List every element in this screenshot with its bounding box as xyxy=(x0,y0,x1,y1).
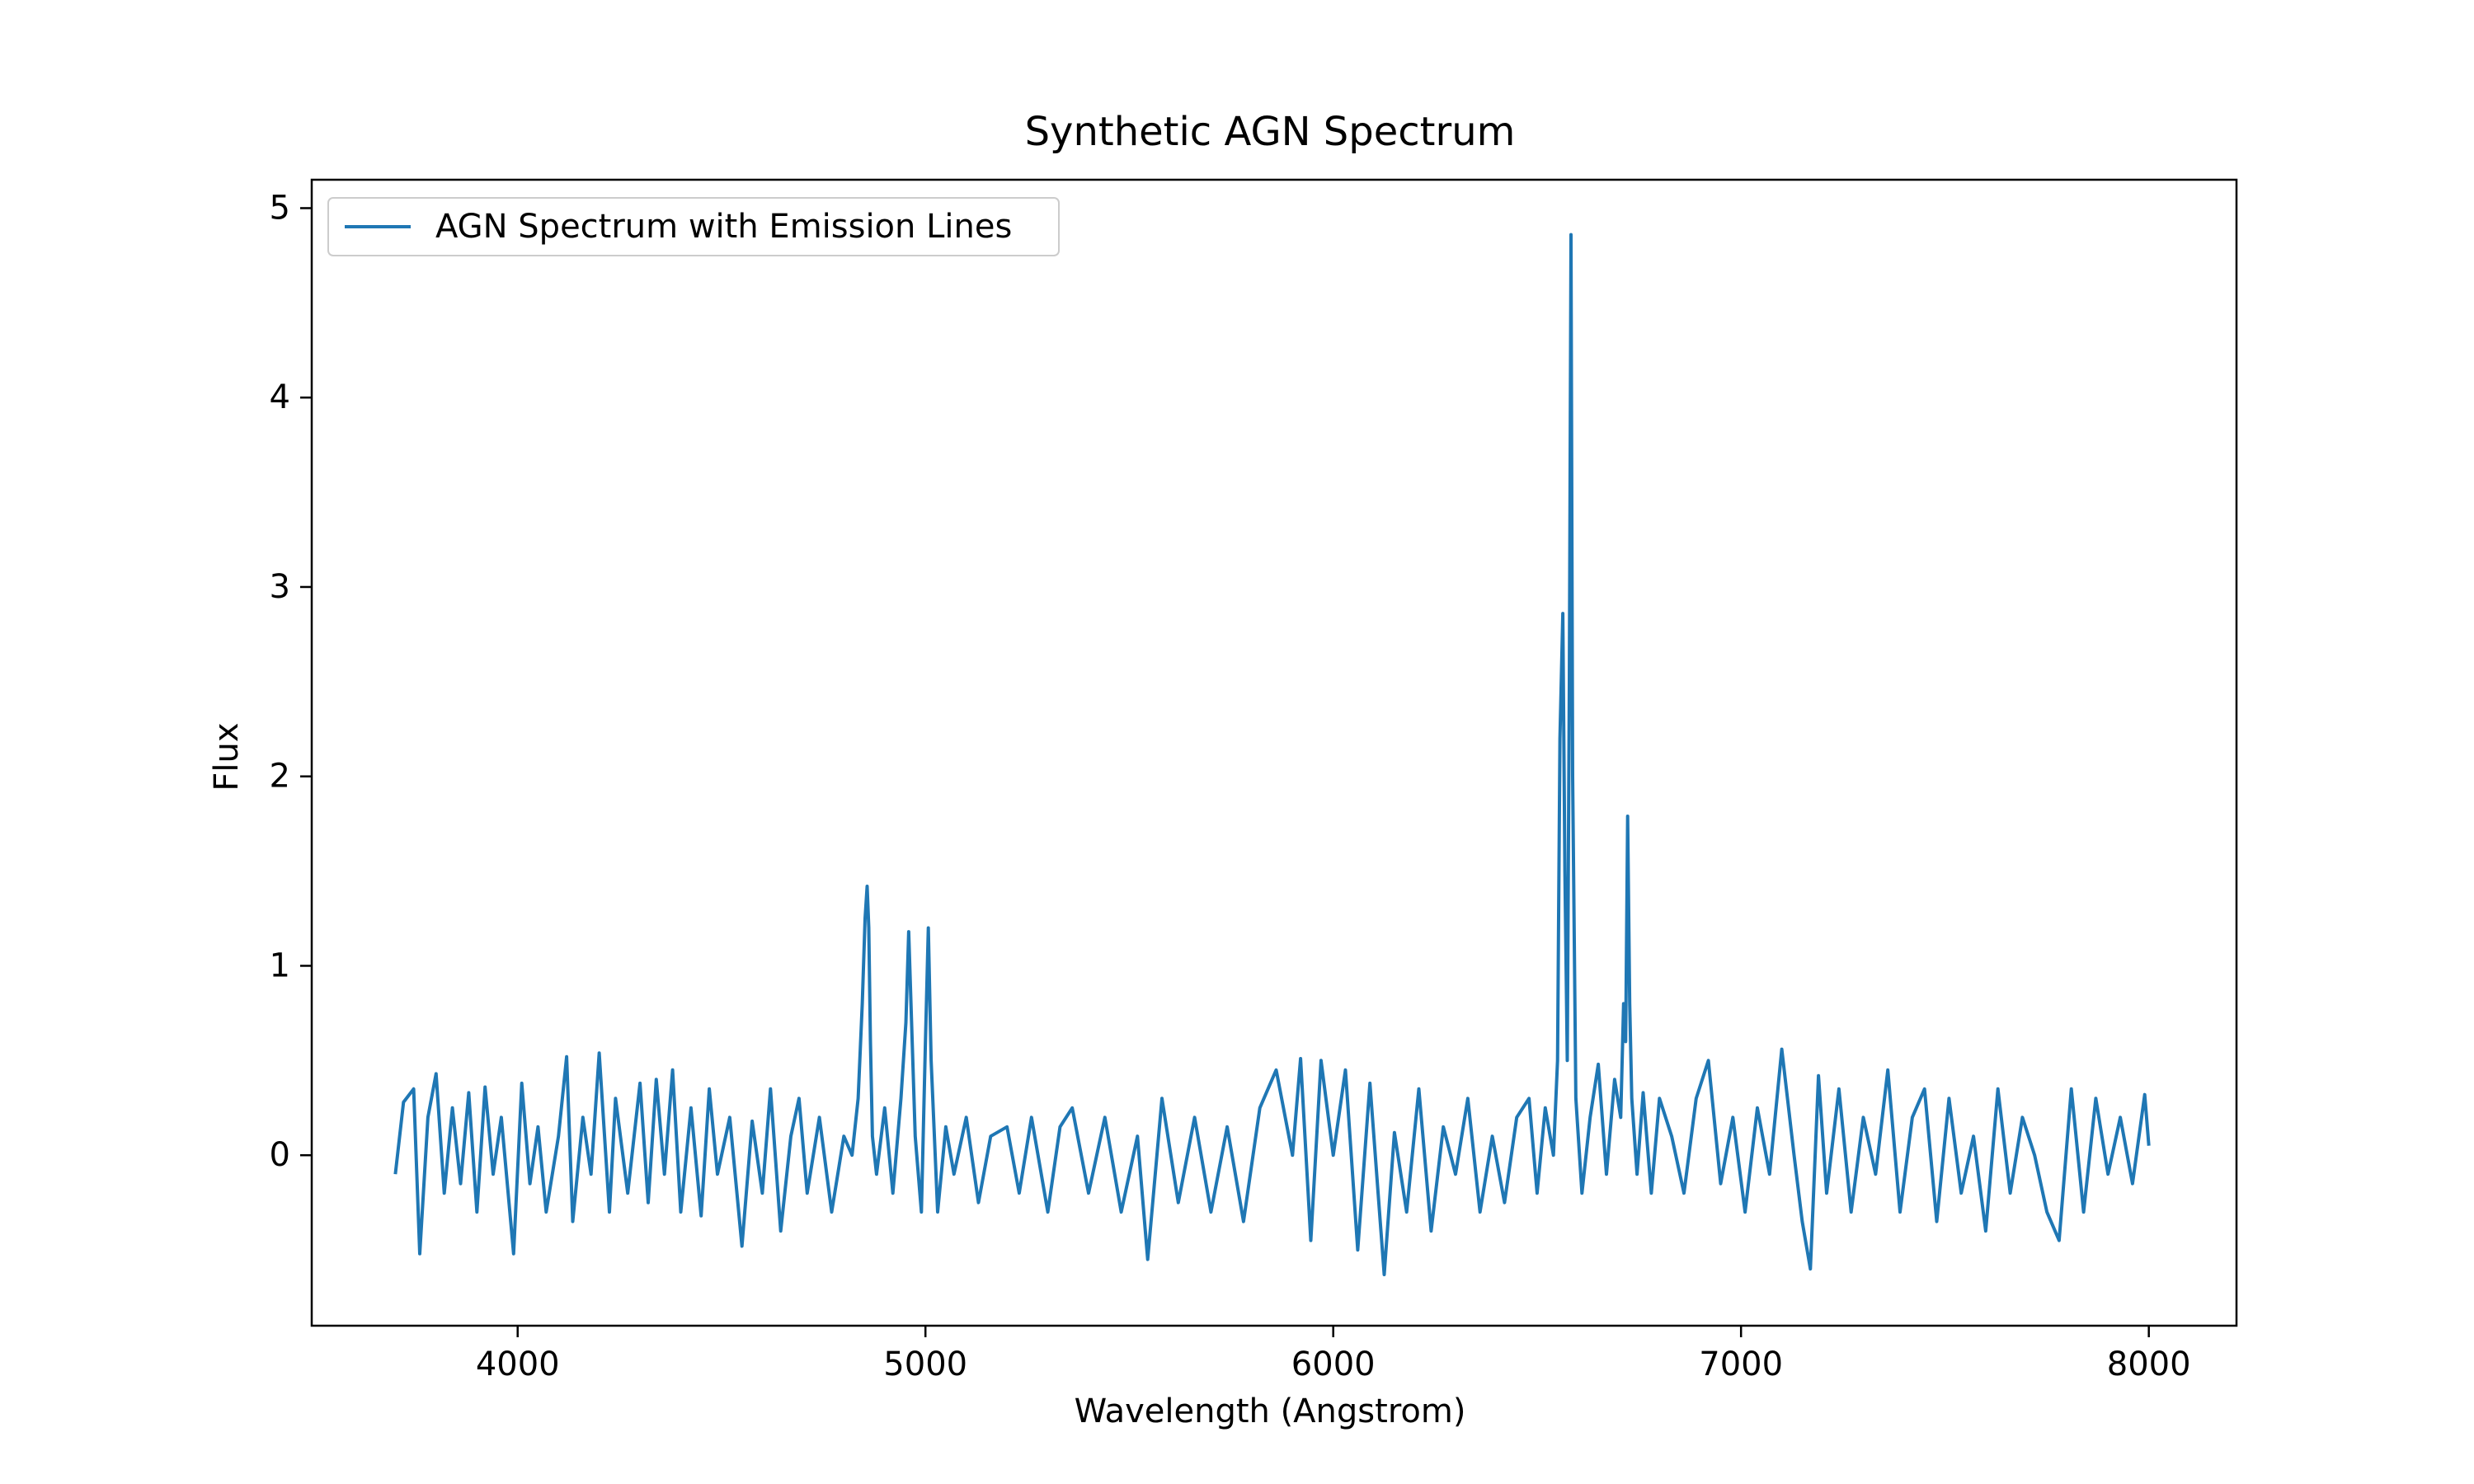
y-tick-label: 0 xyxy=(270,1136,290,1174)
x-tick-label: 5000 xyxy=(883,1345,967,1383)
y-tick-label: 1 xyxy=(270,946,290,984)
legend-entry-label: AGN Spectrum with Emission Lines xyxy=(435,208,1012,246)
y-tick-label: 2 xyxy=(270,758,290,796)
y-tick-label: 5 xyxy=(270,189,290,227)
legend-box xyxy=(327,197,1060,256)
axes-group xyxy=(310,178,2238,1327)
plot-frame xyxy=(310,178,2238,1327)
x-axis-label: Wavelength (Angstrom) xyxy=(1075,1392,1466,1430)
x-tick-label: 7000 xyxy=(1699,1345,1783,1383)
series-line-0 xyxy=(393,232,2151,1276)
x-tick-label: 4000 xyxy=(476,1345,560,1383)
ticks-group: 4000 5000 6000 7000 8000 0 1 2 3 4 5 xyxy=(270,189,2191,1383)
x-tick-label: 8000 xyxy=(2107,1345,2191,1383)
y-tick-label: 3 xyxy=(270,568,290,606)
legend: AGN Spectrum with Emission Lines xyxy=(327,197,1060,256)
y-tick-label: 4 xyxy=(270,378,290,416)
chart-title: Synthetic AGN Spectrum xyxy=(1025,109,1516,155)
y-axis-label: Flux xyxy=(208,722,246,791)
x-tick-label: 6000 xyxy=(1291,1345,1376,1383)
series-group xyxy=(393,232,2151,1276)
